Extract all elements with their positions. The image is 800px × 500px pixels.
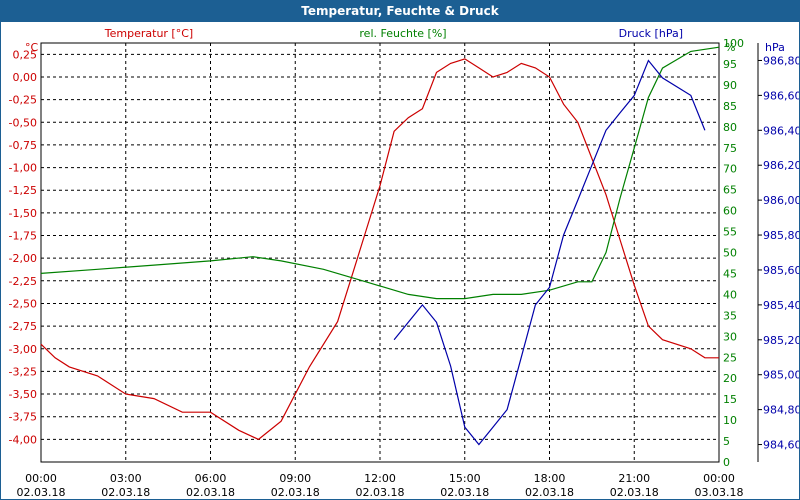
- pressure-tick-label: 985,80: [763, 229, 799, 242]
- pressure-tick-label: 984,60: [763, 439, 799, 452]
- humidity-tick-label: 0: [723, 456, 730, 469]
- humidity-tick-label: 80: [723, 121, 737, 134]
- pressure-tick-label: 985,60: [763, 264, 799, 277]
- humidity-tick-label: 70: [723, 163, 737, 176]
- temperature-tick-label: -2,75: [9, 320, 37, 333]
- x-tick-date: 02.03.18: [101, 486, 150, 499]
- x-tick-date: 02.03.18: [17, 486, 66, 499]
- humidity-tick-label: 45: [723, 267, 737, 280]
- x-tick-time: 06:00: [195, 472, 227, 485]
- temperature-tick-label: -3,75: [9, 411, 37, 424]
- humidity-tick-label: 15: [723, 393, 737, 406]
- humidity-tick-label: 90: [723, 79, 737, 92]
- humidity-tick-label: 25: [723, 351, 737, 364]
- pressure-unit: hPa: [765, 41, 785, 54]
- pressure-tick-label: 986,80: [763, 54, 799, 67]
- x-tick-time: 21:00: [618, 472, 650, 485]
- humidity-tick-label: 50: [723, 247, 737, 260]
- x-tick-time: 18:00: [534, 472, 566, 485]
- pressure-tick-label: 985,40: [763, 299, 799, 312]
- x-tick-date: 02.03.18: [271, 486, 320, 499]
- legend-pressure: Druck [hPa]: [619, 27, 683, 40]
- x-tick-time: 09:00: [279, 472, 311, 485]
- pressure-tick-label: 986,00: [763, 194, 799, 207]
- x-tick-date: 02.03.18: [186, 486, 235, 499]
- x-tick-date: 03.03.18: [695, 486, 744, 499]
- temperature-tick-label: -2,25: [9, 275, 37, 288]
- x-tick-date: 02.03.18: [525, 486, 574, 499]
- humidity-tick-label: 40: [723, 288, 737, 301]
- humidity-unit: %: [725, 41, 735, 54]
- temperature-tick-label: -0,75: [9, 139, 37, 152]
- humidity-tick-label: 85: [723, 100, 737, 113]
- humidity-tick-label: 60: [723, 205, 737, 218]
- temperature-tick-label: -3,00: [9, 343, 37, 356]
- x-tick-time: 12:00: [364, 472, 396, 485]
- temperature-tick-label: -0,50: [9, 116, 37, 129]
- humidity-tick-label: 95: [723, 58, 737, 71]
- temperature-tick-label: -4,00: [9, 433, 37, 446]
- temperature-tick-label: -2,50: [9, 297, 37, 310]
- legend-temperature: Temperatur [°C]: [104, 27, 193, 40]
- pressure-tick-label: 985,00: [763, 369, 799, 382]
- x-tick-date: 02.03.18: [356, 486, 405, 499]
- temperature-tick-label: -0,25: [9, 94, 37, 107]
- humidity-tick-label: 65: [723, 184, 737, 197]
- temperature-tick-label: -3,25: [9, 365, 37, 378]
- temperature-tick-label: -3,50: [9, 388, 37, 401]
- x-tick-time: 03:00: [110, 472, 142, 485]
- temperature-tick-label: -1,00: [9, 162, 37, 175]
- pressure-tick-label: 986,20: [763, 159, 799, 172]
- humidity-tick-label: 35: [723, 309, 737, 322]
- x-tick-time: 15:00: [449, 472, 481, 485]
- temperature-tick-label: 0,25: [13, 48, 38, 61]
- pressure-tick-label: 984,80: [763, 404, 799, 417]
- humidity-tick-label: 10: [723, 414, 737, 427]
- x-tick-time: 00:00: [25, 472, 57, 485]
- temperature-tick-label: -2,00: [9, 252, 37, 265]
- humidity-line: [40, 46, 720, 300]
- humidity-tick-label: 55: [723, 226, 737, 239]
- humidity-tick-label: 5: [723, 435, 730, 448]
- x-tick-time: 00:00: [703, 472, 735, 485]
- pressure-tick-label: 986,60: [763, 89, 799, 102]
- temperature-tick-label: -1,50: [9, 207, 37, 220]
- humidity-tick-label: 75: [723, 142, 737, 155]
- temperature-tick-label: -1,75: [9, 230, 37, 243]
- pressure-line: [393, 59, 706, 446]
- temperature-tick-label: 0,00: [13, 71, 38, 84]
- temperature-unit: °C: [25, 41, 39, 54]
- temperature-line: [40, 58, 719, 441]
- x-tick-date: 02.03.18: [610, 486, 659, 499]
- humidity-tick-label: 20: [723, 372, 737, 385]
- legend-humidity: rel. Feuchte [%]: [359, 27, 446, 40]
- pressure-tick-label: 986,40: [763, 124, 799, 137]
- humidity-tick-label: 30: [723, 330, 737, 343]
- humidity-tick-label: 100: [723, 37, 744, 50]
- temperature-tick-label: -1,25: [9, 184, 37, 197]
- pressure-tick-label: 985,20: [763, 334, 799, 347]
- chart-title: Temperatur, Feuchte & Druck: [1, 1, 799, 22]
- x-tick-date: 02.03.18: [440, 486, 489, 499]
